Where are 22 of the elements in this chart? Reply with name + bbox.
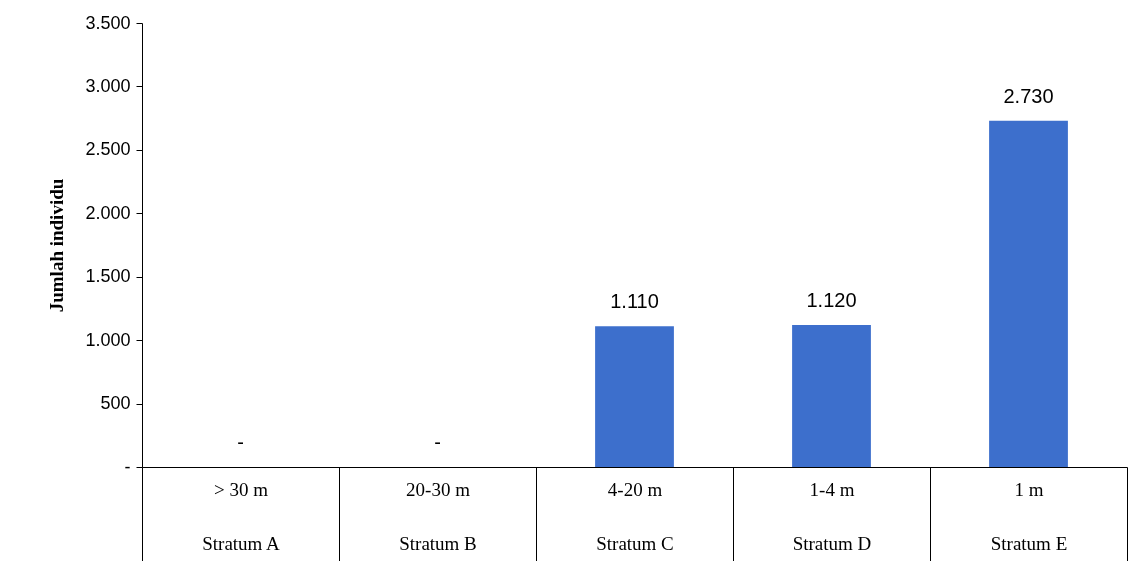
y-tick-label: 3.500 <box>85 12 131 33</box>
category-label: 1 m Stratum E <box>990 478 1068 554</box>
y-tick-label: 1.500 <box>85 266 131 287</box>
bar <box>595 326 674 467</box>
bar <box>792 324 871 467</box>
category-label: 20-30 m Stratum B <box>399 478 477 554</box>
data-label: 1.120 <box>806 288 857 311</box>
bar <box>989 120 1068 467</box>
y-tick-label: 500 <box>100 393 131 414</box>
data-label: 1.110 <box>610 290 659 313</box>
y-tick-label: 1.000 <box>85 329 131 350</box>
data-label: - <box>237 431 244 453</box>
y-tick-label: 2.000 <box>85 202 131 223</box>
y-tick-label: 3.000 <box>85 75 131 96</box>
data-label: 2.730 <box>1003 84 1054 107</box>
category-label: > 30 m Stratum A <box>202 478 280 554</box>
y-axis-title: Jumlah individu <box>46 178 68 313</box>
category-label: 4-20 m Stratum C <box>596 478 674 554</box>
y-tick-label: - <box>124 456 131 477</box>
data-label: - <box>434 431 441 453</box>
y-tick-label: 2.500 <box>85 139 131 160</box>
category-label: 1-4 m Stratum D <box>792 478 872 554</box>
